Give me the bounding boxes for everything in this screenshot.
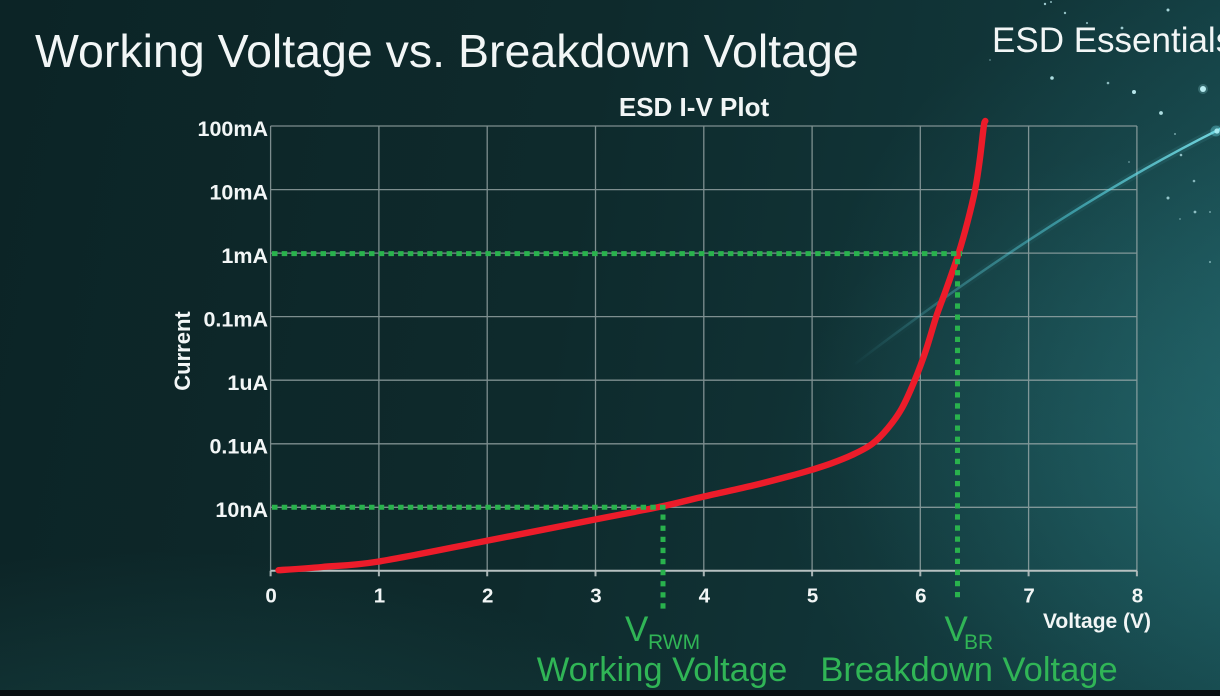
svg-text:7: 7	[1023, 585, 1034, 608]
svg-text:V: V	[625, 610, 649, 649]
svg-text:10mA: 10mA	[209, 180, 268, 204]
svg-text:1: 1	[374, 585, 385, 608]
svg-text:5: 5	[807, 585, 818, 608]
svg-text:0: 0	[265, 585, 276, 608]
svg-text:Working Voltage: Working Voltage	[537, 651, 788, 689]
svg-text:6: 6	[915, 585, 926, 608]
svg-text:1uA: 1uA	[227, 371, 268, 395]
svg-text:BR: BR	[964, 631, 993, 654]
svg-text:RWM: RWM	[648, 631, 700, 654]
svg-text:Breakdown Voltage: Breakdown Voltage	[820, 651, 1117, 689]
svg-text:4: 4	[699, 585, 711, 608]
svg-text:1mA: 1mA	[221, 244, 268, 268]
svg-text:ESD I-V Plot: ESD I-V Plot	[619, 92, 770, 122]
svg-text:V: V	[945, 610, 969, 649]
svg-text:3: 3	[590, 585, 601, 608]
svg-text:0.1uA: 0.1uA	[209, 435, 268, 459]
svg-text:Working Voltage vs. Breakdown: Working Voltage vs. Breakdown Voltage	[35, 25, 859, 77]
svg-text:10nA: 10nA	[215, 498, 268, 522]
svg-text:2: 2	[482, 585, 493, 608]
svg-text:Current: Current	[170, 311, 195, 391]
svg-text:Voltage (V): Voltage (V)	[1043, 610, 1151, 633]
svg-text:100mA: 100mA	[197, 117, 268, 141]
svg-text:0.1mA: 0.1mA	[203, 307, 268, 331]
svg-text:8: 8	[1132, 585, 1143, 608]
svg-text:ESD Essentials: ESD Essentials	[992, 21, 1220, 60]
